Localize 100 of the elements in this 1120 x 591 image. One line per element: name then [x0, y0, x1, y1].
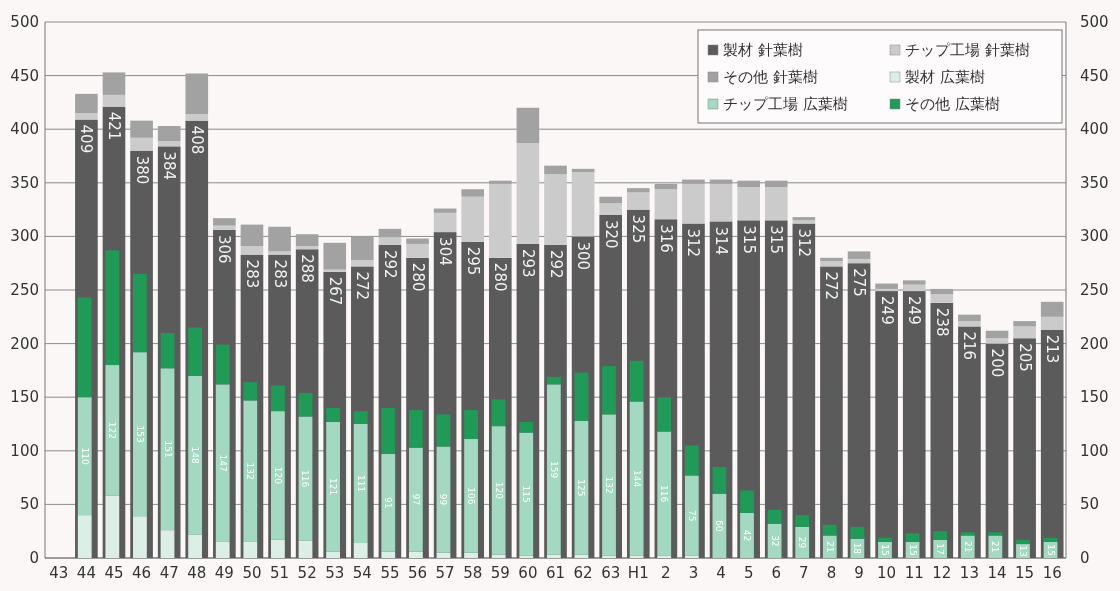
bar — [795, 515, 810, 527]
y2-tick-label: 250 — [1080, 281, 1109, 299]
x-tick-label: 50 — [242, 564, 262, 582]
x-tick-label: 57 — [435, 564, 455, 582]
bar — [684, 555, 699, 558]
data-label: 267 — [325, 276, 344, 306]
bar — [75, 113, 98, 120]
y-tick-label: 350 — [10, 173, 39, 192]
bar — [933, 531, 948, 540]
bar — [930, 288, 954, 295]
data-label: 292 — [546, 249, 565, 279]
bar — [491, 399, 506, 427]
bar — [133, 516, 147, 558]
data-label: 325 — [629, 214, 648, 244]
bar — [737, 187, 760, 221]
data-label: 32 — [769, 535, 780, 547]
bar — [657, 397, 672, 432]
bar — [353, 424, 368, 543]
bar — [433, 208, 457, 213]
data-label: 42 — [742, 529, 753, 542]
bar — [353, 411, 368, 424]
bar — [298, 392, 313, 417]
x-tick-label: 46 — [132, 564, 152, 582]
bar — [875, 283, 898, 289]
bar — [436, 414, 451, 447]
data-label: 275 — [850, 268, 869, 297]
bar — [629, 555, 644, 558]
bar — [489, 180, 512, 184]
data-label: 216 — [960, 331, 979, 361]
bar — [985, 338, 1009, 344]
bar — [602, 366, 616, 415]
x-tick-label: 7 — [799, 564, 809, 582]
data-label: 21 — [824, 541, 835, 553]
bar — [295, 234, 319, 247]
x-tick-label: 43 — [49, 564, 69, 582]
x-tick-label: 61 — [545, 564, 566, 582]
bar — [519, 555, 534, 558]
bar — [958, 321, 981, 327]
data-label: 97 — [410, 493, 421, 506]
bar — [464, 552, 478, 558]
bar — [599, 196, 622, 204]
bar — [1040, 329, 1064, 558]
data-label: 421 — [104, 111, 123, 141]
bar — [160, 368, 175, 531]
y2-tick-label: 500 — [1080, 13, 1109, 31]
y-tick-label: 0 — [29, 549, 39, 567]
bar — [243, 541, 258, 558]
x-tick-label: 9 — [854, 564, 864, 582]
bar — [682, 179, 705, 184]
bar — [629, 401, 644, 556]
bar — [268, 226, 291, 252]
bar — [213, 225, 236, 230]
data-label: 106 — [466, 487, 477, 505]
x-tick-label: 16 — [1042, 564, 1062, 582]
bar — [571, 168, 595, 173]
bar — [764, 220, 788, 558]
bar — [436, 446, 451, 553]
x-tick-label: 63 — [601, 564, 621, 582]
bar — [408, 551, 423, 558]
data-label: 13 — [1017, 545, 1028, 557]
bar — [792, 223, 816, 558]
data-label: 120 — [272, 466, 283, 485]
data-label: 99 — [438, 493, 449, 506]
bar — [160, 332, 175, 369]
data-label: 316 — [656, 224, 675, 253]
bar — [1040, 301, 1064, 317]
x-tick-label: 10 — [877, 564, 897, 582]
bar — [105, 250, 120, 366]
bar — [102, 72, 126, 95]
bar — [519, 421, 534, 433]
bar — [737, 180, 760, 188]
bar — [902, 284, 926, 292]
data-label: 283 — [242, 259, 261, 289]
bar — [684, 445, 699, 476]
x-tick-label: 14 — [987, 564, 1007, 582]
bar — [130, 120, 153, 138]
bar — [930, 302, 954, 558]
data-label: 132 — [245, 462, 256, 480]
bar — [298, 416, 313, 541]
bar — [958, 314, 981, 322]
x-tick-label: 49 — [214, 564, 234, 582]
bar — [599, 203, 622, 215]
bar — [516, 107, 540, 144]
x-tick-label: 48 — [187, 564, 207, 582]
bar — [820, 257, 843, 262]
y-tick-label: 450 — [10, 66, 39, 85]
data-label: 205 — [1015, 343, 1034, 372]
bar — [626, 192, 650, 210]
bar — [323, 242, 347, 270]
bar — [878, 537, 892, 542]
bar — [105, 365, 120, 496]
data-label: 380 — [132, 155, 151, 185]
bar — [544, 165, 567, 175]
data-label: 314 — [712, 226, 731, 256]
data-label: 295 — [463, 246, 482, 276]
bar — [157, 125, 181, 141]
bar — [820, 266, 843, 558]
data-label: 280 — [408, 262, 427, 292]
bar — [133, 273, 147, 353]
bar — [764, 187, 788, 221]
